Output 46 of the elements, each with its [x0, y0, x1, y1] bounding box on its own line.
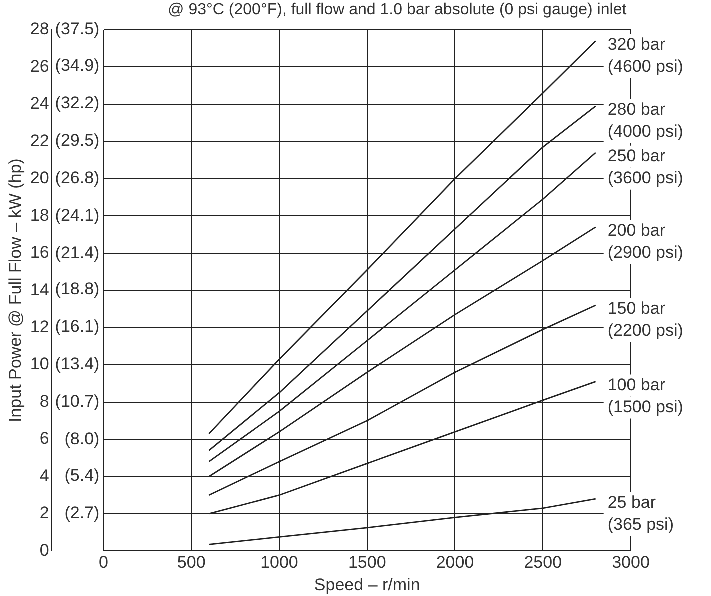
y2-tick-label: (5.4) [64, 466, 100, 485]
y2-tick-label: (2.7) [64, 503, 100, 522]
x-tick-label: 0 [98, 553, 108, 572]
x-tick-label: 2000 [436, 553, 474, 572]
y-tick-label: 18 [30, 206, 50, 225]
y-tick-label: 6 [40, 429, 50, 448]
y-tick-label: 28 [30, 20, 50, 39]
series-label: 150 bar (2200 psi) [608, 299, 684, 340]
y-axis-title: Input Power @ Full Flow – kW (hp) [6, 158, 25, 423]
y-tick-label: 16 [30, 243, 50, 262]
y-tick-label: 14 [30, 280, 50, 300]
y2-tick-label: (29.5) [55, 130, 100, 150]
y-tick-label: 22 [30, 131, 50, 150]
x-tick-label: 500 [177, 553, 206, 572]
x-tick-label: 1000 [260, 553, 298, 572]
y2-tick-label: (21.4) [55, 243, 100, 262]
y-tick-label: 4 [40, 466, 50, 486]
y2-tick-label: (8.0) [64, 430, 100, 449]
y2-tick-label: (32.2) [55, 93, 100, 112]
series-label: 200 bar (2900 psi) [608, 221, 684, 262]
series-label: 100 bar (1500 psi) [608, 375, 684, 416]
y2-tick-label: (37.5) [55, 20, 100, 39]
y-tick-label: 24 [30, 94, 50, 114]
chart-subtitle: @ 93°C (200°F), full flow and 1.0 bar absolute (0 psi gauge) inlet [168, 1, 628, 18]
series-label: 320 bar (4600 psi) [608, 34, 684, 76]
y-tick-label: 12 [30, 318, 50, 337]
y-tick-label: 20 [30, 168, 50, 188]
x-axis-title: Speed – r/min [314, 575, 420, 594]
y2-tick-label: (10.7) [55, 392, 100, 412]
y-tick-label: 0 [40, 540, 50, 560]
y-tick-label: 10 [30, 354, 50, 374]
y2-tick-label: (16.1) [55, 317, 100, 336]
x-tick-label: 1500 [348, 553, 386, 572]
y-tick-label: 26 [30, 56, 50, 76]
y2-tick-label: (24.1) [55, 206, 100, 225]
y2-tick-label: (34.9) [55, 56, 100, 75]
y2-tick-label: (26.8) [55, 168, 100, 188]
y2-tick-label: (13.4) [55, 354, 100, 374]
series-label: 250 bar (3600 psi) [608, 146, 684, 188]
x-tick-label: 2500 [524, 553, 562, 572]
y-tick-label: 8 [40, 392, 50, 411]
series-label: 25 bar (365 psi) [608, 492, 674, 534]
x-tick-label: 3000 [612, 553, 650, 572]
series-label: 280 bar (4000 psi) [608, 100, 684, 142]
y2-tick-label: (18.8) [55, 280, 100, 299]
y-tick-label: 2 [40, 504, 50, 523]
